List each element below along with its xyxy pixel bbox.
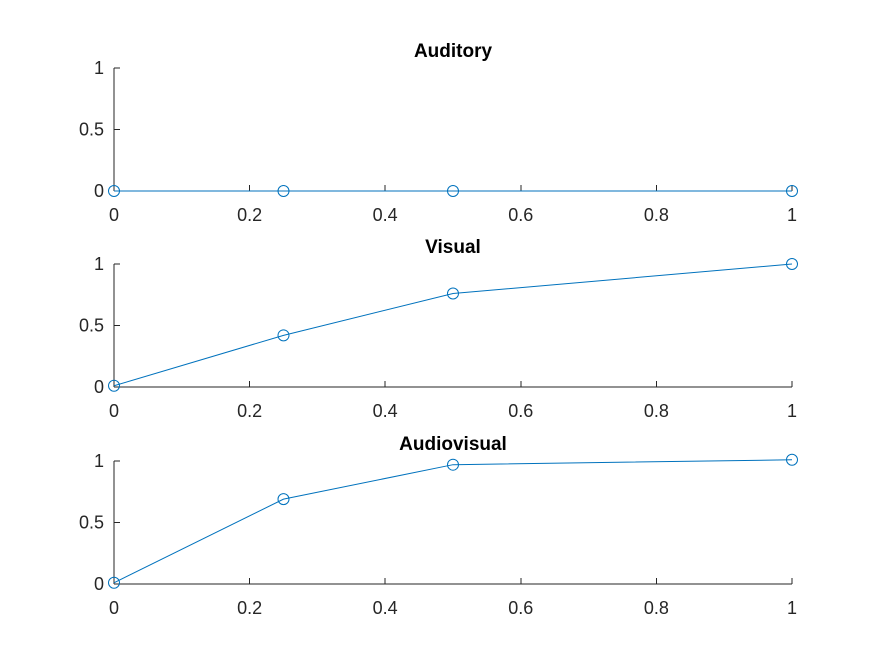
data-point-marker	[108, 576, 120, 589]
x-tick-label: 0.2	[237, 205, 262, 225]
data-point-marker	[786, 185, 798, 197]
y-tick-label: 0	[94, 377, 104, 397]
x-tick-label: 0.6	[508, 205, 533, 225]
data-point-marker	[786, 258, 798, 270]
subplot-title: Visual	[425, 237, 481, 258]
x-tick-label: 0	[109, 205, 119, 225]
x-tick-label: 0.8	[644, 401, 669, 421]
data-point-marker	[786, 453, 798, 466]
y-tick-label: 0	[94, 181, 104, 201]
x-tick-label: 1	[787, 205, 797, 225]
y-tick-label: 0.5	[79, 120, 104, 140]
data-point-marker	[108, 185, 120, 197]
series-line	[113, 459, 793, 584]
series-line	[113, 263, 793, 387]
y-tick-label: 1	[94, 451, 104, 471]
y-tick-label: 1	[94, 58, 104, 78]
data-point-marker	[277, 493, 290, 506]
subplot-audiovisual: 0 0.2 0.4 0.6 0.8 1 0 0.5 1 Audiovisual	[79, 434, 798, 618]
y-tick-label: 0	[94, 574, 104, 594]
y-tick-label: 0.5	[79, 316, 104, 336]
data-point-marker	[447, 287, 459, 300]
x-tick-label: 0.6	[508, 401, 533, 421]
x-tick-label: 0.4	[373, 401, 398, 421]
x-tick-label: 0.4	[373, 205, 398, 225]
subplot-title: Auditory	[414, 41, 493, 62]
subplot-visual: 0 0.2 0.4 0.6 0.8 1 0 0.5 1 Visual	[79, 237, 798, 421]
subplot-auditory: 0 0.2 0.4 0.6 0.8 1 0 0.5 1 Auditory	[79, 41, 798, 225]
y-tick-label: 0.5	[79, 513, 104, 533]
data-point-marker	[277, 329, 290, 342]
x-tick-label: 0	[109, 598, 119, 618]
x-tick-label: 0.6	[508, 598, 533, 618]
x-tick-label: 1	[787, 401, 797, 421]
y-tick-label: 1	[94, 254, 104, 274]
data-point-marker	[447, 185, 459, 197]
x-tick-label: 1	[787, 598, 797, 618]
data-point-marker	[108, 379, 120, 392]
data-point-marker	[277, 185, 290, 197]
x-tick-label: 0.8	[644, 598, 669, 618]
x-tick-label: 0	[109, 401, 119, 421]
x-tick-label: 0.8	[644, 205, 669, 225]
subplot-title: Audiovisual	[399, 434, 507, 455]
x-tick-label: 0.4	[373, 598, 398, 618]
x-tick-label: 0.2	[237, 401, 262, 421]
data-point-marker	[447, 458, 459, 471]
x-tick-label: 0.2	[237, 598, 262, 618]
